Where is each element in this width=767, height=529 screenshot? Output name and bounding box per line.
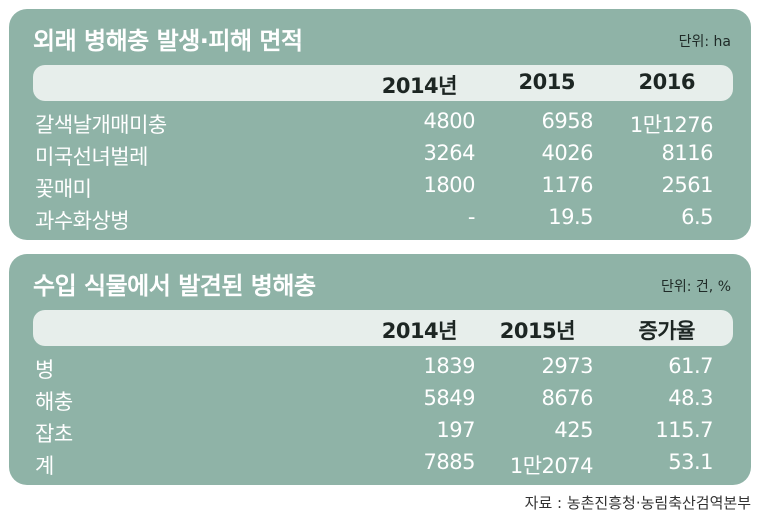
table-row: 갈색날개매미충 4800 6958 1만1276: [9, 109, 751, 139]
column-header: 2015년: [499, 319, 576, 343]
row-label: 병: [35, 358, 54, 382]
unit-label: 단위: 건, %: [660, 279, 731, 295]
table-row: 해충 5849 8676 48.3: [9, 386, 751, 416]
table-cell: 7885: [423, 450, 476, 474]
table-cell: 19.5: [548, 205, 593, 229]
table-cell: -: [467, 205, 476, 229]
source-note: 자료 : 농촌진흥청·농림축산검역본부: [524, 494, 751, 512]
table-cell: 48.3: [668, 386, 713, 410]
table-cell: 1만1276: [629, 113, 714, 137]
table-cell: 3264: [423, 141, 476, 165]
table-title: 외래 병해충 발생·피해 면적: [33, 27, 303, 55]
row-label: 과수화상병: [35, 209, 130, 233]
table-row: 미국선녀벌레 3264 4026 8116: [9, 141, 751, 171]
column-header: 2016: [638, 70, 696, 94]
table-row: 잡초 197 425 115.7: [9, 418, 751, 448]
table-cell: 2561: [661, 173, 714, 197]
column-header: 2014년: [381, 74, 458, 98]
header-bar: 2014년 2015 2016: [33, 65, 733, 101]
unit-label: 단위: ha: [678, 34, 731, 50]
table-cell: 2973: [541, 354, 594, 378]
row-label: 갈색날개매미충: [35, 113, 167, 137]
table-cell: 1839: [423, 354, 476, 378]
table-title: 수입 식물에서 발견된 병해충: [33, 272, 316, 300]
table-cell: 8116: [661, 141, 714, 165]
table-cell: 4800: [423, 109, 476, 133]
table-row: 꽃매미 1800 1176 2561: [9, 173, 751, 203]
table-panel-imported-pests: 수입 식물에서 발견된 병해충 단위: 건, % 2014년 2015년 증가율…: [9, 254, 751, 485]
table-cell: 1176: [541, 173, 594, 197]
row-label: 꽃매미: [35, 177, 92, 201]
table-cell: 1만2074: [509, 454, 594, 478]
table-cell: 4026: [541, 141, 594, 165]
table-cell: 197: [436, 418, 475, 442]
row-label: 계: [35, 454, 54, 478]
table-cell: 6.5: [681, 205, 713, 229]
row-label: 잡초: [35, 422, 73, 446]
column-header: 증가율: [638, 319, 696, 343]
column-header: 2015: [518, 70, 576, 94]
table-cell: 61.7: [668, 354, 713, 378]
column-header: 2014년: [381, 319, 458, 343]
table-row: 계 7885 1만2074 53.1: [9, 450, 751, 480]
table-row: 병 1839 2973 61.7: [9, 354, 751, 384]
header-bar: 2014년 2015년 증가율: [33, 310, 733, 346]
table-cell: 8676: [541, 386, 594, 410]
table-cell: 425: [554, 418, 593, 442]
table-panel-pest-area: 외래 병해충 발생·피해 면적 단위: ha 2014년 2015 2016 갈…: [9, 9, 751, 240]
table-cell: 5849: [423, 386, 476, 410]
table-cell: 6958: [541, 109, 594, 133]
table-cell: 115.7: [655, 418, 713, 442]
table-cell: 1800: [423, 173, 476, 197]
table-cell: 53.1: [668, 450, 713, 474]
row-label: 해충: [35, 390, 73, 414]
table-row: 과수화상병 - 19.5 6.5: [9, 205, 751, 235]
row-label: 미국선녀벌레: [35, 145, 148, 169]
